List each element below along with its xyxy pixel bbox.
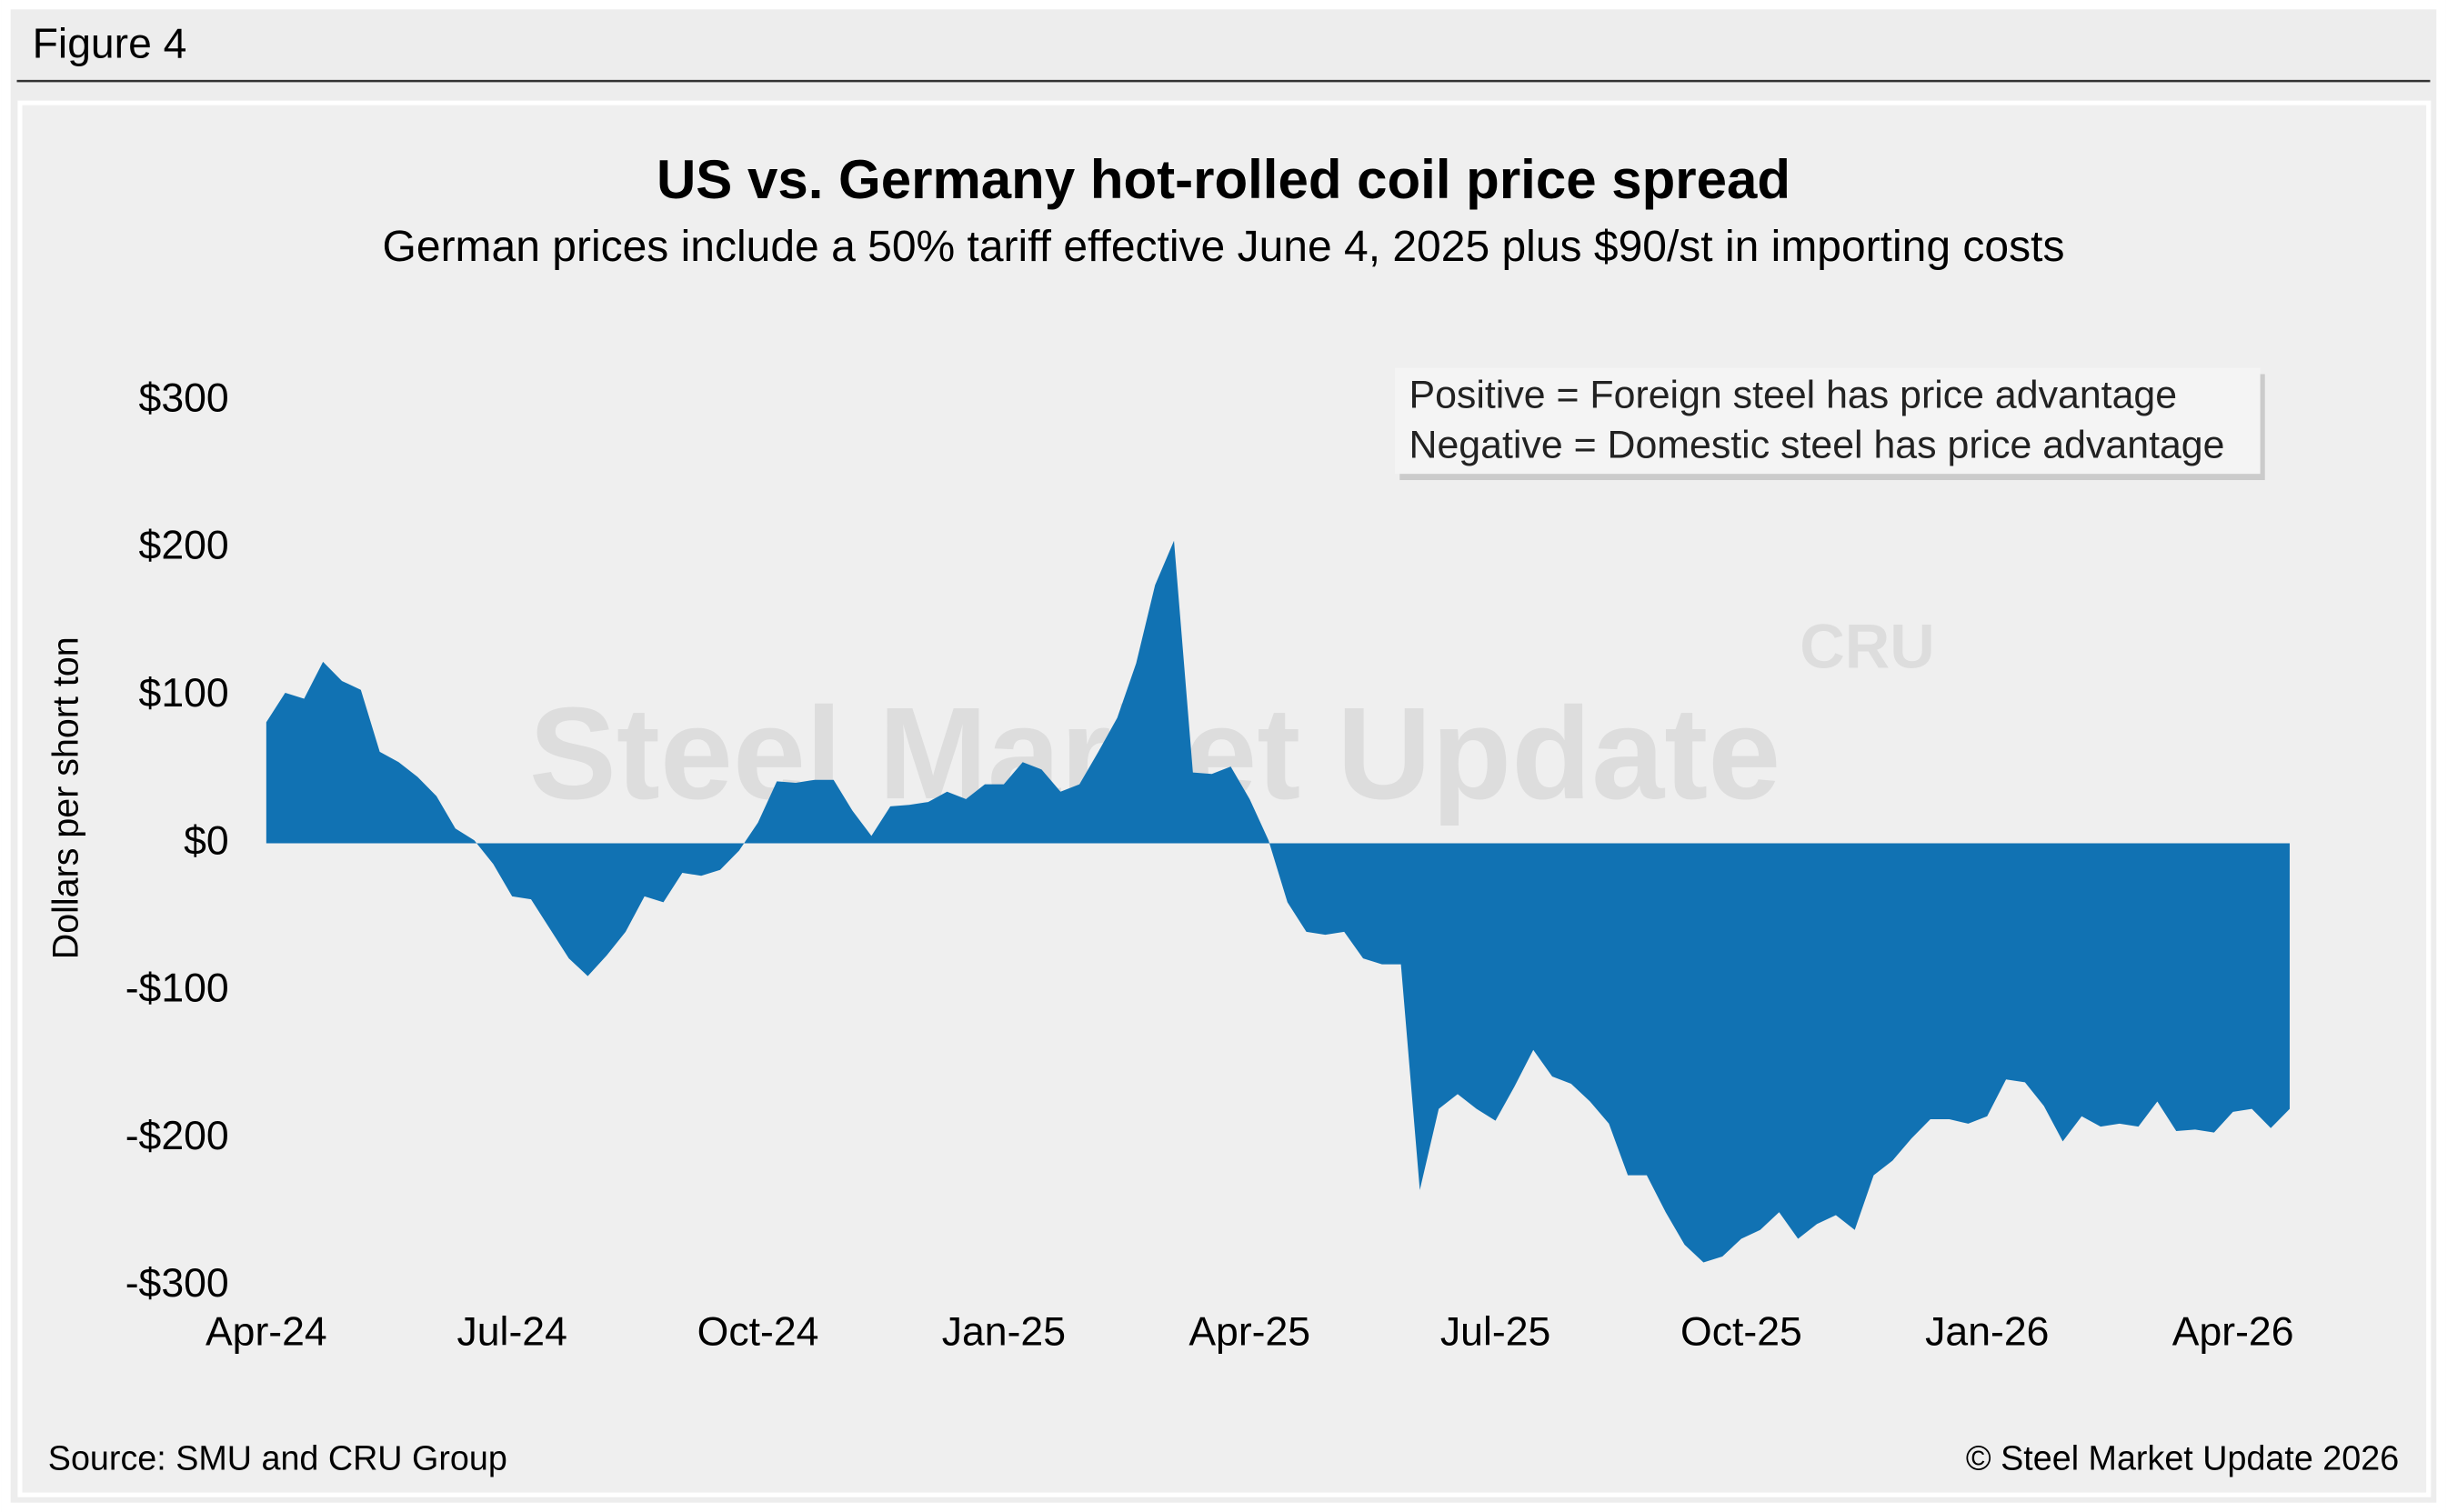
x-tick-label: Jan-25 <box>942 1309 1066 1354</box>
annotation-line: Positive = Foreign steel has price advan… <box>1409 374 2178 417</box>
source: Source: SMU and CRU Group <box>48 1438 507 1477</box>
plot-area: -$300 -$200 -$100 $0 $100 $200 $300 Apr-24 Jul-2… <box>125 375 2294 1354</box>
copyright: © Steel Market Update 2026 <box>1966 1438 2399 1477</box>
y-axis-label: Dollars per short ton <box>46 636 86 959</box>
y-tick-label: -$100 <box>125 966 229 1011</box>
x-tick-label: Jan-26 <box>1925 1309 2049 1354</box>
y-tick-label: $100 <box>139 671 229 716</box>
annotation-line: Negative = Domestic steel has price adva… <box>1409 423 2225 466</box>
x-tick-label: Apr-26 <box>2172 1309 2294 1354</box>
y-tick-label: -$200 <box>125 1114 229 1158</box>
x-tick-label: Jul-25 <box>1440 1309 1550 1354</box>
figure-label: Figure 4 <box>33 20 187 67</box>
area <box>266 540 2291 1263</box>
y-tick-label: $200 <box>139 524 229 568</box>
x-tick-label: Jul-24 <box>456 1309 567 1354</box>
chart-subtitle: German prices include a 50% tariff effec… <box>383 223 2065 271</box>
chart-title: US vs. Germany hot-rolled coil price spr… <box>657 149 1790 210</box>
x-tick-label: Oct-24 <box>697 1309 819 1354</box>
y-tick-label: -$300 <box>125 1261 229 1306</box>
x-tick-label: Apr-25 <box>1188 1309 1310 1354</box>
x-tick-label: Apr-24 <box>206 1309 327 1354</box>
y-tick-label: $0 <box>184 818 229 863</box>
watermark-logo: CRU <box>1800 612 1935 682</box>
y-tick-label: $300 <box>139 375 229 420</box>
x-tick-label: Oct-25 <box>1680 1309 1802 1354</box>
annotation-box <box>1395 367 2261 475</box>
